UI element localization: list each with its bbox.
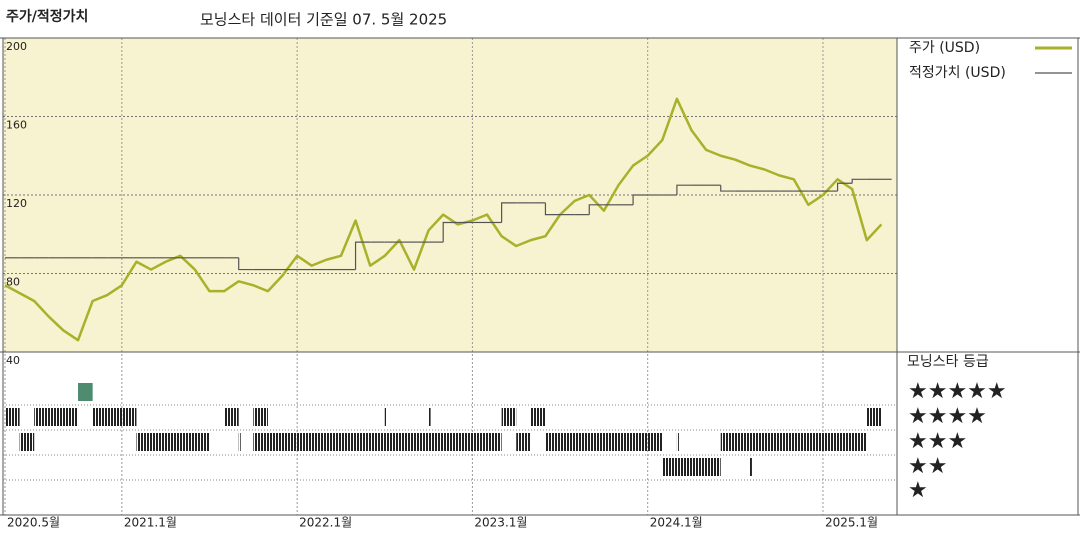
y-tick-label: 160 xyxy=(6,119,27,132)
fair-value-step xyxy=(544,202,561,216)
rating-label: ★★★ xyxy=(908,429,967,454)
rating-bar xyxy=(428,408,431,426)
legend-label: 주가 (USD) xyxy=(909,40,980,56)
rating-label: ★★ xyxy=(908,454,947,479)
rating-bar xyxy=(676,433,679,451)
rating-bar xyxy=(749,458,752,476)
y-tick-label: 40 xyxy=(6,354,20,367)
chart-subtitle: 모닝스타 데이터 기준일 07. 5월 2025 xyxy=(200,11,447,29)
rating-bar xyxy=(238,433,241,451)
x-tick-label: 2022.1월 xyxy=(299,516,352,530)
rating-bar xyxy=(5,408,20,426)
rating-bar xyxy=(720,433,867,451)
fair-value-step xyxy=(238,257,254,271)
y-tick-label: 200 xyxy=(6,40,27,53)
rating-bar xyxy=(501,408,517,426)
rating-bar xyxy=(384,408,387,426)
rating-title: 모닝스타 등급 xyxy=(907,354,989,370)
rating-bar xyxy=(78,383,93,401)
rating-label: ★★★★★ xyxy=(908,379,1007,404)
rating-bar xyxy=(224,408,239,426)
rating-bar xyxy=(662,458,721,476)
rating-label: ★ xyxy=(908,478,928,503)
x-tick-label: 2020.5월 xyxy=(7,516,60,530)
x-tick-label: 2024.1월 xyxy=(650,516,703,530)
rating-bar xyxy=(516,433,531,451)
rating-bar xyxy=(34,408,79,426)
row-separators xyxy=(3,404,897,481)
y-tick-label: 80 xyxy=(6,276,20,289)
rating-bar xyxy=(545,433,663,451)
fair-value-step xyxy=(588,204,604,215)
fair-value-step xyxy=(442,221,458,243)
fair-value-step xyxy=(632,194,648,205)
x-tick-label: 2023.1월 xyxy=(474,516,527,530)
y-tick-label: 120 xyxy=(6,197,27,210)
price-line xyxy=(4,97,883,342)
legend-label: 적정가치 (USD) xyxy=(909,65,1006,81)
rating-bar xyxy=(92,408,137,426)
fair-value-step xyxy=(836,182,853,192)
fair-value-step xyxy=(720,185,736,192)
fair-value-step xyxy=(851,178,867,184)
rating-bar xyxy=(253,408,268,426)
x-tick-label: 2021.1월 xyxy=(124,516,177,530)
fair-value-step xyxy=(354,241,371,270)
rating-bar xyxy=(866,408,882,426)
rating-bar xyxy=(253,433,502,451)
rating-bar xyxy=(530,408,546,426)
rating-label: ★★★★ xyxy=(908,404,987,429)
chart-title: 주가/적정가치 xyxy=(6,8,88,25)
plot-background xyxy=(3,38,897,352)
fair-value-step xyxy=(501,202,517,223)
rating-bar xyxy=(136,433,210,451)
fair-value-step xyxy=(676,184,692,195)
x-tick-label: 2025.1월 xyxy=(825,516,878,530)
rating-bar xyxy=(19,433,35,451)
